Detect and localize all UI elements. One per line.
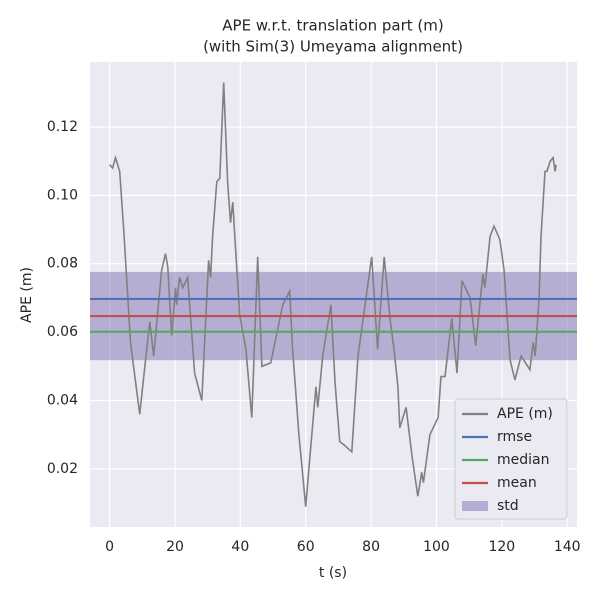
x-tick-label: 140: [554, 539, 581, 555]
x-tick-label: 100: [423, 539, 450, 555]
y-tick-label: 0.04: [47, 392, 78, 408]
x-tick-label: 40: [231, 539, 249, 555]
x-tick-label: 120: [488, 539, 515, 555]
ape-line: [109, 82, 557, 507]
y-tick-label: 0.10: [47, 187, 78, 203]
legend-label: rmse: [497, 429, 532, 445]
legend-box: [454, 398, 568, 520]
x-tick-label: 0: [105, 539, 114, 555]
legend-swatch: [462, 501, 488, 511]
legend-label: mean: [497, 475, 537, 491]
y-tick-label: 0.12: [47, 119, 78, 135]
legend-label: APE (m): [497, 406, 553, 422]
y-tick-label: 0.08: [47, 256, 78, 272]
x-tick-label: 60: [297, 539, 315, 555]
x-tick-label: 80: [362, 539, 380, 555]
y-tick-label: 0.06: [47, 324, 78, 340]
legend-label: median: [497, 452, 549, 468]
y-tick-label: 0.02: [47, 461, 78, 477]
chart-title: APE w.r.t. translation part (m): [222, 17, 443, 35]
legend: APE (m) rmse median mean std: [454, 398, 568, 520]
y-axis-label: APE (m): [19, 267, 35, 323]
chart-subtitle: (with Sim(3) Umeyama alignment): [203, 38, 463, 56]
x-axis-label: t (s): [319, 565, 347, 581]
x-tick-label: 20: [166, 539, 184, 555]
legend-label: std: [497, 498, 519, 514]
